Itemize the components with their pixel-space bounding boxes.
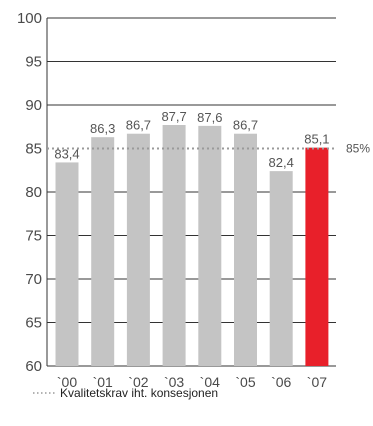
y-tick-label-100: 100 bbox=[17, 10, 42, 27]
x-tick-label-06: `06 bbox=[271, 374, 291, 390]
reference-line-group: 85% bbox=[47, 142, 370, 156]
x-tick-label-04: `04 bbox=[200, 374, 220, 390]
y-tick-label-85: 85 bbox=[25, 141, 42, 158]
data-label-00: 83,4 bbox=[54, 146, 79, 161]
x-tick-label-01: `01 bbox=[93, 374, 113, 390]
x-axis-ticks: `00 `01 `02 `03 `04 `05 `06 `07 bbox=[57, 374, 327, 390]
x-tick-label-00: `00 bbox=[57, 374, 77, 390]
data-label-05: 86,7 bbox=[233, 118, 258, 133]
bar-04 bbox=[198, 125, 222, 366]
y-tick-label-65: 65 bbox=[25, 315, 42, 332]
bar-06 bbox=[269, 171, 293, 366]
bars bbox=[55, 125, 329, 366]
legend: Kvalitetskrav iht. konsesjonen bbox=[33, 386, 218, 400]
y-axis-ticks: 60 65 70 75 80 85 90 95 100 bbox=[17, 10, 42, 375]
data-label-01: 86,3 bbox=[90, 121, 115, 136]
reference-line-label: 85% bbox=[346, 142, 370, 156]
bar-05 bbox=[234, 133, 257, 366]
y-tick-label-90: 90 bbox=[25, 97, 42, 114]
data-label-07: 85,1 bbox=[304, 132, 329, 147]
bar-03 bbox=[162, 125, 186, 366]
bar-02 bbox=[126, 133, 150, 366]
x-tick-label-05: `05 bbox=[235, 374, 255, 390]
data-label-02: 86,7 bbox=[126, 118, 151, 133]
bar-07 bbox=[305, 147, 329, 366]
y-tick-label-70: 70 bbox=[25, 271, 42, 288]
y-tick-label-75: 75 bbox=[25, 228, 42, 245]
data-label-03: 87,7 bbox=[161, 109, 186, 124]
bar-01 bbox=[91, 137, 115, 366]
y-tick-label-80: 80 bbox=[25, 184, 42, 201]
bar-00 bbox=[55, 162, 79, 366]
data-label-04: 87,6 bbox=[197, 110, 222, 125]
legend-label: Kvalitetskrav iht. konsesjonen bbox=[60, 386, 218, 400]
data-labels: 83,4 86,3 86,7 87,7 87,6 86,7 82,4 85,1 bbox=[54, 109, 329, 170]
y-tick-label-95: 95 bbox=[25, 54, 42, 71]
data-label-06: 82,4 bbox=[269, 155, 294, 170]
x-tick-label-03: `03 bbox=[164, 374, 184, 390]
y-tick-label-60: 60 bbox=[25, 358, 42, 375]
x-tick-label-02: `02 bbox=[128, 374, 148, 390]
x-tick-label-07: `07 bbox=[307, 374, 327, 390]
